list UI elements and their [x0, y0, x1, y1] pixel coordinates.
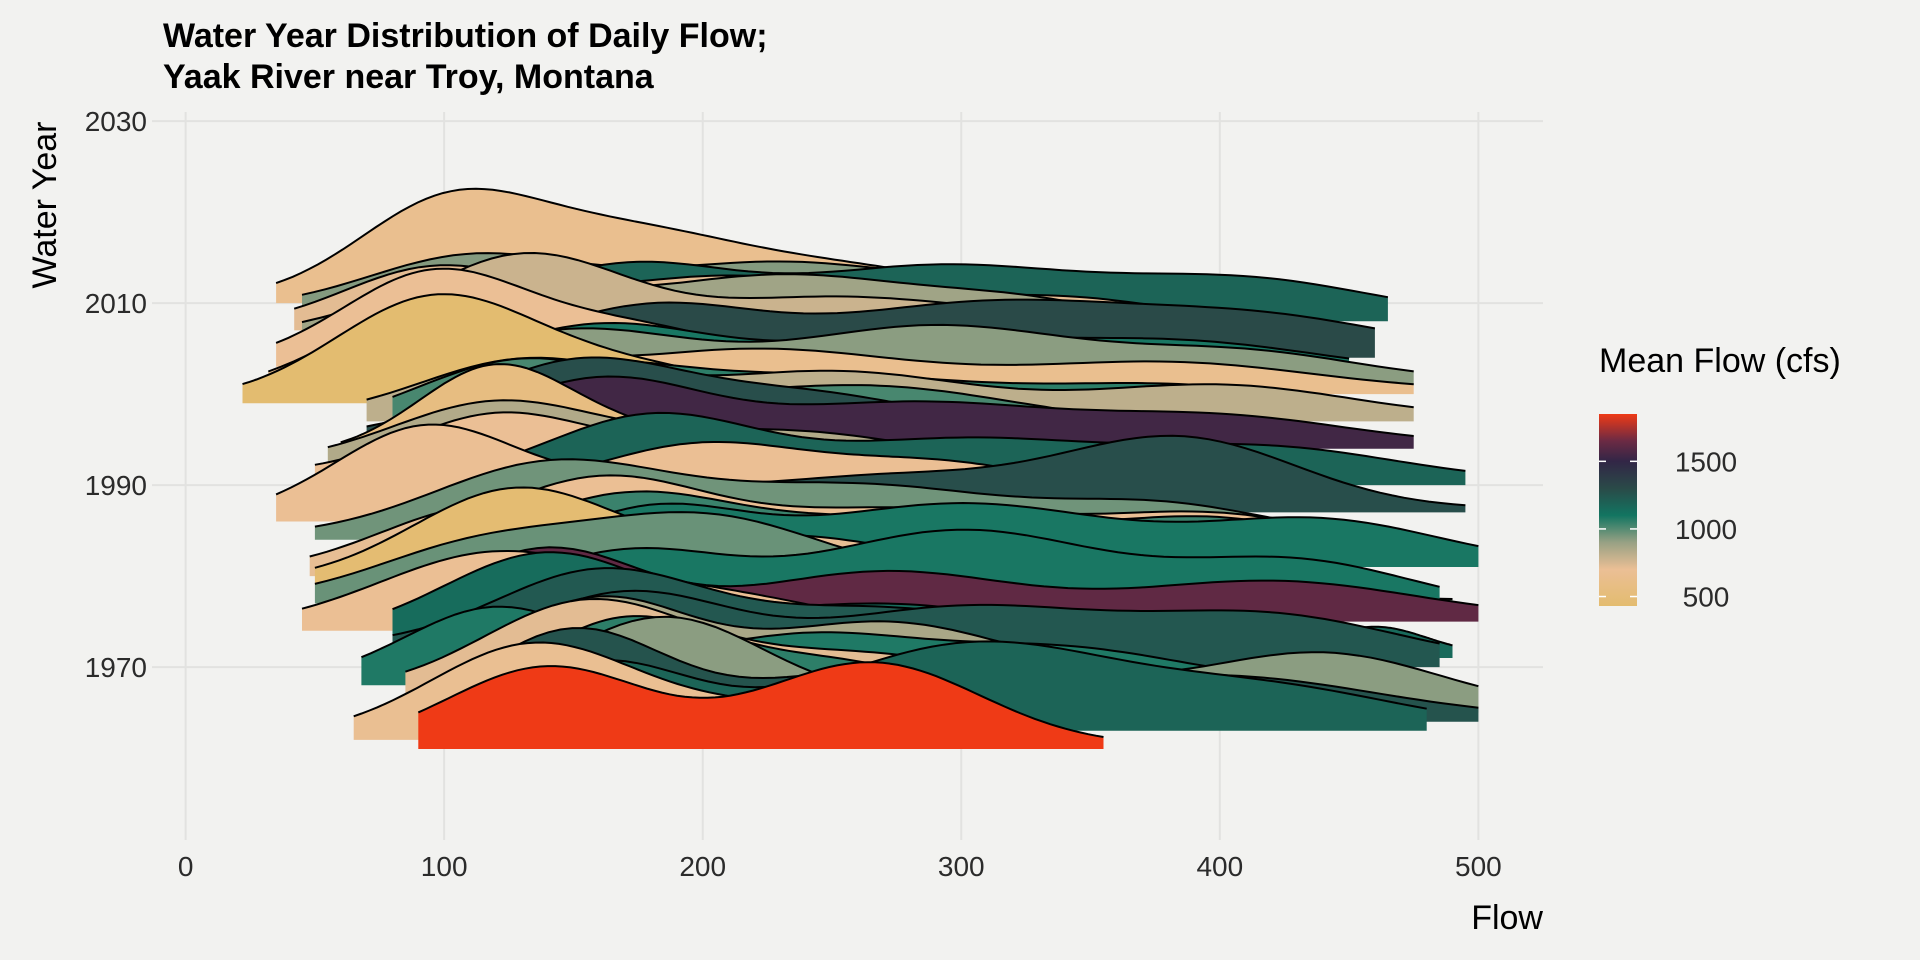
x-tick-label-500: 500	[1455, 851, 1502, 882]
legend-title: Mean Flow (cfs)	[1599, 342, 1841, 380]
ridge-fill-1961	[418, 662, 1104, 749]
x-axis-ticks: 0 100 200 300 400 500	[178, 851, 1502, 882]
chart-title-line-2: Yaak River near Troy, Montana	[163, 58, 655, 96]
ridge-outline-1968	[361, 605, 1208, 668]
x-tick-label-300: 300	[938, 851, 985, 882]
y-tick-label-1970: 1970	[85, 652, 147, 683]
legend-tick-label-500: 500	[1683, 582, 1730, 613]
y-tick-label-1990: 1990	[85, 470, 147, 501]
ridge-outline-1990	[469, 411, 1466, 472]
y-axis-title: Water Year	[26, 122, 64, 289]
legend-tick-label-1500: 1500	[1675, 446, 1737, 477]
x-tick-label-200: 200	[679, 851, 726, 882]
ridge-series	[242, 187, 1479, 749]
x-tick-label-400: 400	[1196, 851, 1243, 882]
y-tick-label-2030: 2030	[85, 106, 147, 137]
color-legend: Mean Flow (cfs) 1500 1000 500	[1599, 342, 1841, 613]
ridge-outline-1994	[392, 375, 1414, 438]
legend-tick-label-1000: 1000	[1675, 514, 1737, 545]
ridge-outline-1984	[314, 458, 1324, 528]
x-tick-label-100: 100	[421, 851, 468, 882]
legend-colorbar	[1599, 414, 1637, 606]
chart-title-line-1: Water Year Distribution of Daily Flow;	[163, 17, 768, 55]
x-axis-title: Flow	[1471, 899, 1543, 937]
ridge-outline-1981	[469, 501, 1479, 558]
ridge-outline-1975	[392, 546, 1479, 607]
ridge-1961	[417, 661, 1104, 749]
y-axis-ticks: 1970 1990 2010 2030	[85, 106, 147, 683]
y-tick-label-2010: 2010	[85, 288, 147, 319]
x-tick-label-0: 0	[178, 851, 194, 882]
ridge-outline-1961	[417, 661, 1104, 738]
